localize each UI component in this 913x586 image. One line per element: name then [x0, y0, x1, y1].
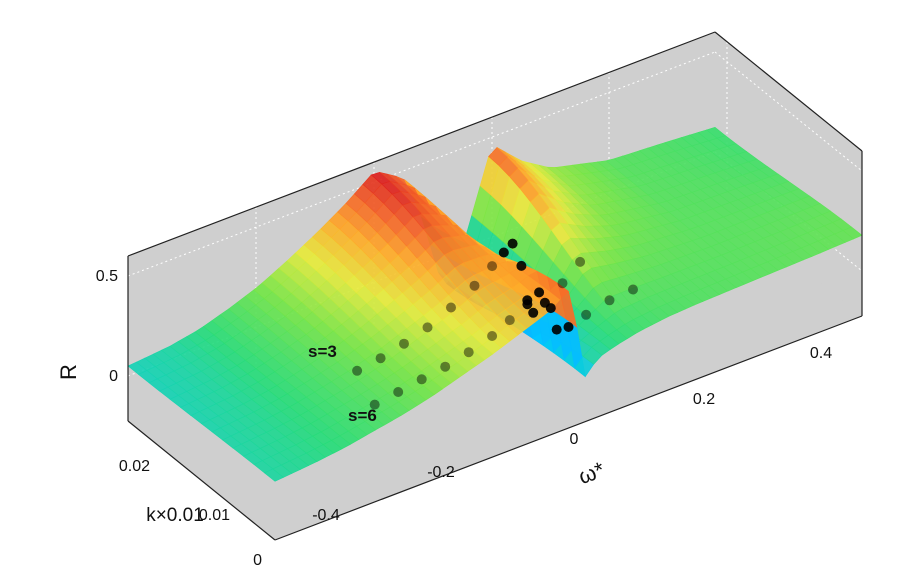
- series-s3-point: [575, 256, 586, 267]
- series-s3-point: [498, 247, 509, 258]
- x-tick-label: 0: [570, 431, 579, 448]
- series-s3-point: [528, 307, 539, 318]
- series-s6-point: [534, 287, 545, 298]
- scatter-series: [352, 238, 638, 410]
- axis-box-front: [127, 31, 863, 541]
- z-tick-label: 0.5: [96, 268, 118, 285]
- series-s6-point: [628, 284, 638, 295]
- series-label-s6: s=6: [348, 406, 377, 425]
- box-edge-bottom-front: [274, 315, 863, 541]
- tick-labels: -0.4 -0.2 0 0.2 0.4 0 0.01 0.02 0 0.5: [96, 268, 832, 569]
- y-tick-label: 0.02: [119, 458, 150, 475]
- box-edge-top-right: [714, 31, 863, 152]
- series-s6-point: [393, 387, 404, 397]
- series-s6-point: [416, 374, 427, 385]
- series-s3-point: [399, 338, 409, 349]
- x-tick-label: -0.4: [312, 507, 340, 524]
- series-label-s3: s=3: [308, 342, 337, 361]
- box-edge-top-back: [127, 31, 716, 257]
- series-s3-point: [516, 260, 527, 271]
- z-tick-label: 0: [109, 368, 118, 385]
- series-s6-point: [604, 295, 615, 306]
- x-tick-label: -0.2: [427, 464, 455, 481]
- series-s6-point: [563, 322, 574, 332]
- series-s6-point: [440, 361, 451, 372]
- x-axis-title: ω*: [575, 457, 608, 489]
- series-s6-point: [551, 324, 562, 335]
- series-s3-point: [487, 261, 498, 272]
- box-edge-bottom-left: [127, 420, 276, 541]
- series-s3-point: [507, 238, 518, 249]
- y-axis-title: k×0.01: [146, 505, 204, 526]
- series-s3-point: [446, 302, 456, 313]
- series-s6-point: [487, 331, 498, 341]
- series-s6-point: [369, 399, 380, 410]
- x-tick-label: 0.2: [693, 391, 715, 408]
- y-tick-label: 0.01: [199, 507, 230, 524]
- series-s3-point: [469, 280, 480, 291]
- series-s3-point: [352, 365, 363, 376]
- series-s6-point: [463, 347, 474, 358]
- series-s6-point: [522, 299, 533, 310]
- surface-mesh: [127, 126, 863, 482]
- series-s3-point: [422, 322, 433, 333]
- y-tick-label: 0: [253, 552, 262, 569]
- z-axis-title: R: [56, 364, 81, 380]
- series-s6-point: [504, 315, 515, 326]
- series-s6-point: [581, 309, 592, 320]
- x-tick-label: 0.4: [810, 345, 832, 362]
- series-s3-point: [557, 278, 568, 289]
- grid-line-z05-side: [714, 51, 863, 172]
- series-s6-point: [545, 303, 556, 314]
- series-s3-point: [375, 353, 386, 364]
